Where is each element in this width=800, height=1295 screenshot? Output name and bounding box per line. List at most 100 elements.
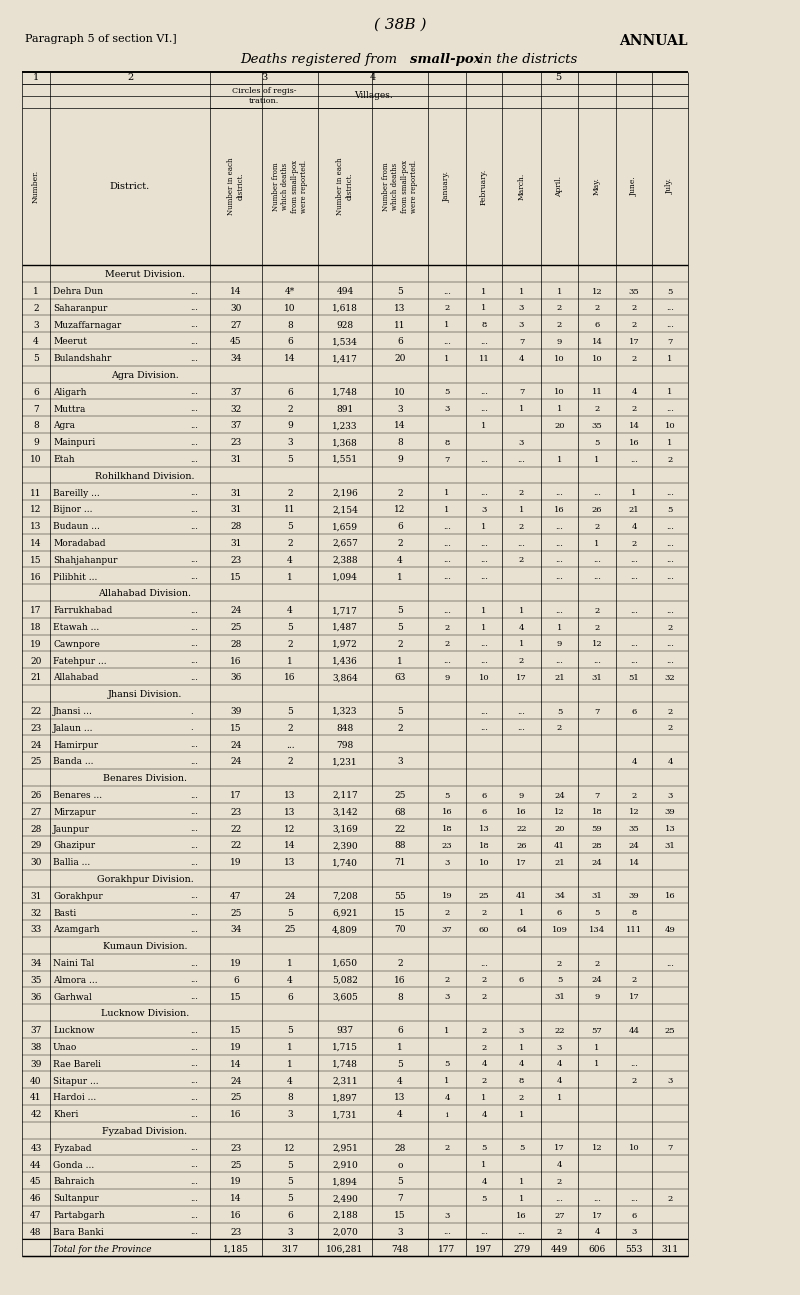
Text: 5: 5: [397, 623, 403, 632]
Text: 32: 32: [230, 404, 242, 413]
Text: 1: 1: [397, 657, 403, 666]
Text: 2: 2: [594, 304, 600, 312]
Text: 23: 23: [230, 1228, 242, 1237]
Text: 7: 7: [444, 456, 450, 464]
Text: Rae Bareli: Rae Bareli: [53, 1059, 101, 1068]
Text: 1,323: 1,323: [332, 707, 358, 716]
Text: 1,534: 1,534: [332, 338, 358, 347]
Text: 2: 2: [397, 488, 403, 497]
Text: Number from
which deaths
from small-pox
were reported.: Number from which deaths from small-pox …: [382, 161, 418, 214]
Text: 6: 6: [287, 1211, 293, 1220]
Text: 6: 6: [631, 707, 637, 716]
Text: ...: ...: [190, 640, 198, 649]
Text: Partabgarh: Partabgarh: [53, 1211, 105, 1220]
Text: Villages.: Villages.: [354, 92, 392, 101]
Text: 17: 17: [554, 1145, 565, 1153]
Text: 60: 60: [478, 926, 490, 934]
Text: Etah: Etah: [53, 455, 74, 464]
Text: March.: March.: [518, 172, 526, 201]
Text: small-pox: small-pox: [410, 53, 482, 66]
Text: 26: 26: [30, 791, 42, 800]
Text: 4: 4: [482, 1178, 486, 1186]
Text: Number in each
district.: Number in each district.: [336, 158, 354, 215]
Text: 2: 2: [631, 304, 637, 312]
Text: 4: 4: [370, 74, 376, 83]
Text: Agra: Agra: [53, 421, 75, 430]
Text: 16: 16: [30, 572, 42, 581]
Text: 12: 12: [629, 808, 639, 816]
Text: 1: 1: [594, 456, 600, 464]
Text: 1: 1: [667, 439, 673, 447]
Text: 5: 5: [287, 1160, 293, 1169]
Text: 3: 3: [287, 1228, 293, 1237]
Text: 317: 317: [282, 1244, 298, 1254]
Text: 18: 18: [592, 808, 602, 816]
Text: 1,748: 1,748: [332, 1059, 358, 1068]
Text: 6: 6: [233, 976, 239, 984]
Text: 4: 4: [33, 338, 39, 347]
Text: 1: 1: [482, 523, 486, 531]
Text: 17: 17: [629, 338, 639, 346]
Text: 1: 1: [557, 405, 562, 413]
Text: Aligarh: Aligarh: [53, 387, 86, 396]
Text: 5: 5: [397, 287, 403, 297]
Text: 1: 1: [557, 1094, 562, 1102]
Text: 16: 16: [516, 1212, 527, 1220]
Text: 39: 39: [665, 808, 675, 816]
Text: 2: 2: [287, 404, 293, 413]
Text: ...: ...: [443, 287, 451, 295]
Text: 3,169: 3,169: [332, 825, 358, 834]
Text: 10: 10: [478, 859, 490, 866]
Text: Muzaffarnagar: Muzaffarnagar: [53, 321, 122, 330]
Text: 4,809: 4,809: [332, 926, 358, 935]
Text: 17: 17: [629, 993, 639, 1001]
Text: 6: 6: [519, 976, 524, 984]
Text: 3: 3: [667, 1077, 673, 1085]
Text: 34: 34: [230, 926, 242, 935]
Text: 2,311: 2,311: [332, 1076, 358, 1085]
Text: 15: 15: [30, 556, 42, 565]
Text: 34: 34: [230, 355, 242, 363]
Text: 45: 45: [230, 338, 242, 347]
Text: 5: 5: [287, 1177, 293, 1186]
Text: 14: 14: [284, 355, 296, 363]
Text: 1: 1: [482, 1094, 486, 1102]
Text: 21: 21: [629, 506, 639, 514]
Text: 8: 8: [631, 909, 637, 917]
Text: 34: 34: [30, 960, 42, 969]
Text: ...: ...: [593, 574, 601, 581]
Text: 6: 6: [482, 791, 486, 799]
Text: 14: 14: [230, 287, 242, 297]
Text: 5: 5: [287, 623, 293, 632]
Text: ...: ...: [190, 825, 198, 833]
Text: 8: 8: [444, 439, 450, 447]
Text: Lucknow: Lucknow: [53, 1026, 94, 1035]
Text: ...: ...: [190, 624, 198, 632]
Text: 64: 64: [516, 926, 527, 934]
Text: 48: 48: [30, 1228, 42, 1237]
Text: 10: 10: [394, 387, 406, 396]
Text: 6: 6: [397, 1026, 403, 1035]
Text: 15: 15: [394, 909, 406, 918]
Text: 2: 2: [631, 355, 637, 363]
Text: ...: ...: [518, 1229, 526, 1237]
Text: ...: ...: [190, 673, 198, 682]
Text: Gorakhpur Division.: Gorakhpur Division.: [97, 875, 194, 884]
Text: Ballia ...: Ballia ...: [53, 859, 90, 868]
Text: 5: 5: [557, 707, 562, 716]
Text: ...: ...: [518, 707, 526, 716]
Text: Ghazipur: Ghazipur: [53, 842, 95, 851]
Text: ...: ...: [190, 1044, 198, 1052]
Text: ...: ...: [190, 574, 198, 581]
Text: ...: ...: [190, 859, 198, 866]
Text: Garhwal: Garhwal: [53, 993, 92, 1001]
Text: 2,154: 2,154: [332, 505, 358, 514]
Text: July.: July.: [666, 179, 674, 194]
Text: Lucknow Division.: Lucknow Division.: [101, 1009, 189, 1018]
Text: 19: 19: [230, 859, 242, 868]
Text: 2: 2: [482, 993, 486, 1001]
Text: 15: 15: [230, 724, 242, 733]
Text: 15: 15: [230, 1026, 242, 1035]
Text: 23: 23: [442, 842, 452, 850]
Text: ...: ...: [190, 960, 198, 967]
